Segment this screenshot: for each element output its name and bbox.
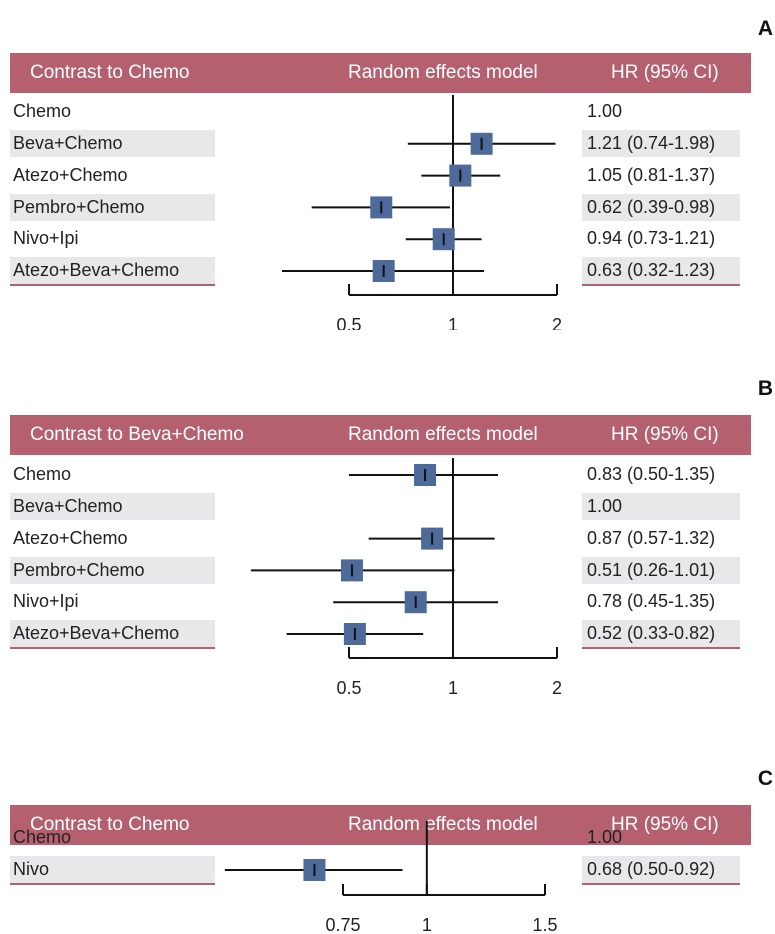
hr-value: 0.78 (0.45-1.35) bbox=[587, 591, 716, 611]
row-shade bbox=[10, 856, 215, 883]
table-bottom-rule bbox=[582, 883, 740, 885]
row-label: Beva+Chemo bbox=[13, 133, 123, 153]
row-label: Chemo bbox=[13, 101, 72, 121]
header-contrast: Contrast to Chemo bbox=[30, 62, 190, 83]
row-label: Atezo+Chemo bbox=[13, 165, 128, 185]
hr-value: 0.87 (0.57-1.32) bbox=[587, 528, 716, 548]
x-tick-label: 0.5 bbox=[336, 678, 361, 698]
table-header: Contrast to Chemo Random effects model H… bbox=[10, 805, 751, 845]
row-label: Chemo bbox=[13, 827, 72, 847]
panel-b: B Contrast to Beva+Chemo Random effects … bbox=[10, 377, 773, 698]
table-bottom-rule bbox=[10, 647, 215, 649]
x-tick-label: 1.5 bbox=[532, 915, 557, 934]
hr-value: 1.00 bbox=[587, 827, 623, 847]
table-bottom-rule bbox=[582, 647, 740, 649]
hr-shade bbox=[582, 257, 740, 284]
header-hr: HR (95% CI) bbox=[611, 424, 719, 445]
row-label: Nivo+Ipi bbox=[13, 591, 79, 611]
table-bottom-rule bbox=[10, 284, 215, 286]
row-label: Atezo+Chemo bbox=[13, 528, 128, 548]
row-label: Atezo+Beva+Chemo bbox=[13, 623, 180, 643]
hr-shade bbox=[582, 620, 740, 647]
hr-shade bbox=[582, 130, 740, 157]
x-tick-label: 1 bbox=[422, 915, 432, 934]
hr-value: 0.51 (0.26-1.01) bbox=[587, 560, 716, 580]
hr-value: 0.94 (0.73-1.21) bbox=[587, 228, 716, 248]
hr-value: 0.63 (0.32-1.23) bbox=[587, 260, 716, 280]
header-contrast: Contrast to Chemo bbox=[30, 814, 190, 835]
panel-letter: A bbox=[757, 17, 773, 40]
header-model: Random effects model bbox=[348, 814, 538, 835]
hr-value: 0.52 (0.33-0.82) bbox=[587, 623, 716, 643]
row-label: Nivo+Ipi bbox=[13, 228, 79, 248]
forest-plot-a: 0.5 1 2 bbox=[282, 95, 562, 330]
hr-value: 0.68 (0.50-0.92) bbox=[587, 859, 716, 879]
hr-value: 0.62 (0.39-0.98) bbox=[587, 197, 716, 217]
row-label: Beva+Chemo bbox=[13, 496, 123, 516]
table-bottom-rule bbox=[582, 284, 740, 286]
row-label: Pembro+Chemo bbox=[13, 197, 145, 217]
panel-letter: C bbox=[757, 767, 773, 790]
row-shade bbox=[10, 130, 215, 157]
panel-letter: B bbox=[757, 377, 773, 400]
table-header: Contrast to Chemo Random effects model H… bbox=[10, 53, 751, 93]
row-shade bbox=[10, 493, 215, 520]
row-label: Atezo+Beva+Chemo bbox=[13, 260, 180, 280]
row-label: Nivo bbox=[13, 859, 50, 879]
x-tick-label: 0.5 bbox=[336, 315, 361, 330]
hr-value: 1.05 (0.81-1.37) bbox=[587, 165, 716, 185]
row-shade bbox=[10, 557, 215, 584]
panel-a: A Contrast to Chemo Random effects model… bbox=[0, 0, 775, 330]
hr-value: 0.83 (0.50-1.35) bbox=[587, 464, 716, 484]
hr-value: 1.00 bbox=[587, 101, 623, 121]
x-tick-label: 0.75 bbox=[325, 915, 360, 934]
hr-shade bbox=[582, 493, 740, 520]
hr-shade bbox=[582, 557, 740, 584]
x-tick-label: 1 bbox=[448, 315, 458, 330]
row-shade bbox=[10, 194, 215, 221]
hr-value: 1.21 (0.74-1.98) bbox=[587, 133, 716, 153]
hr-shade bbox=[582, 194, 740, 221]
hr-shade bbox=[582, 856, 740, 883]
x-tick-label: 2 bbox=[552, 678, 562, 698]
row-label: Pembro+Chemo bbox=[13, 560, 145, 580]
x-tick-label: 2 bbox=[552, 315, 562, 330]
header-hr: HR (95% CI) bbox=[611, 814, 719, 835]
header-model: Random effects model bbox=[348, 424, 538, 445]
row-label: Chemo bbox=[13, 464, 72, 484]
hr-value: 1.00 bbox=[587, 496, 623, 516]
row-shade bbox=[10, 620, 215, 647]
row-shade bbox=[10, 257, 215, 284]
header-hr: HR (95% CI) bbox=[611, 62, 719, 83]
x-tick-label: 1 bbox=[448, 678, 458, 698]
header-model: Random effects model bbox=[348, 62, 538, 83]
header-contrast: Contrast to Beva+Chemo bbox=[30, 424, 244, 445]
table-header: Contrast to Beva+Chemo Random effects mo… bbox=[10, 415, 751, 455]
table-bottom-rule bbox=[10, 883, 215, 885]
forest-plot-b: 0.5 1 2 bbox=[250, 458, 562, 698]
